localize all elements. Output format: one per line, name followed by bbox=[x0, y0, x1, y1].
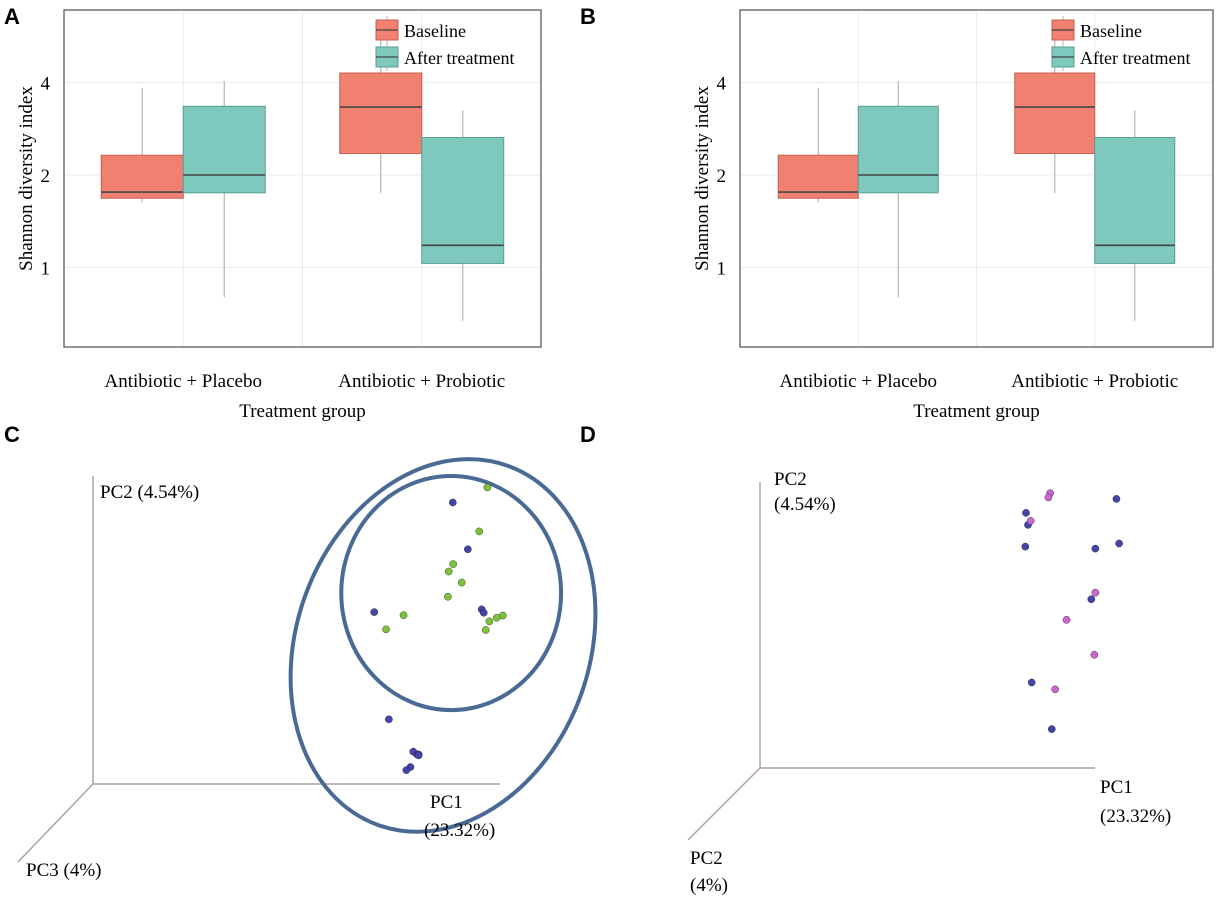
point-blue bbox=[479, 608, 488, 617]
box-baseline bbox=[339, 72, 423, 155]
pc3-axis bbox=[17, 783, 94, 863]
point-green bbox=[449, 560, 457, 568]
point-blue bbox=[414, 751, 423, 760]
pcoa-panel-d: PC2 (4.54%) PC1 (23.32%) PC2 (4%) bbox=[687, 469, 1171, 896]
point-blue bbox=[1091, 544, 1100, 553]
x-axis-title: Treatment group bbox=[239, 401, 365, 422]
box-after-treatment bbox=[857, 105, 939, 194]
legend-label: Baseline bbox=[1080, 21, 1142, 41]
point-blue bbox=[1021, 542, 1030, 551]
point-green bbox=[399, 611, 408, 620]
y-tick-label: 4 bbox=[717, 74, 727, 95]
pc2-axis-label: PC2 (4.54%) bbox=[100, 482, 199, 503]
x-tick-label: Antibiotic + Placebo bbox=[780, 371, 937, 392]
y-tick-label: 2 bbox=[41, 166, 51, 187]
point-pink bbox=[1044, 493, 1053, 502]
pcoa-panel-c: PC2 (4.54%) PC1 (23.32%) PC3 (4%) bbox=[17, 457, 598, 881]
point-green bbox=[457, 578, 466, 587]
point-blue bbox=[1087, 595, 1096, 604]
group-ellipse bbox=[288, 457, 598, 834]
y-tick-label: 1 bbox=[41, 258, 51, 279]
pc1-axis-percent: (23.32%) bbox=[424, 820, 495, 841]
x-tick-label: Antibiotic + Probiotic bbox=[338, 371, 505, 392]
y-axis-title: Shannon diversity index bbox=[692, 86, 713, 271]
legend-label: After treatment bbox=[1080, 48, 1190, 68]
point-pink bbox=[1051, 685, 1059, 694]
point-green bbox=[485, 617, 494, 626]
panel-label-a: A bbox=[4, 4, 20, 29]
x-tick-label: Antibiotic + Placebo bbox=[105, 371, 262, 392]
box-baseline bbox=[1014, 72, 1096, 155]
point-green bbox=[444, 592, 452, 601]
pc1-axis-label: PC1 bbox=[1100, 777, 1133, 798]
pc3-axis bbox=[687, 767, 761, 841]
point-green bbox=[475, 527, 484, 536]
y-tick-label: 1 bbox=[717, 258, 727, 279]
pc1-axis-label: PC1 bbox=[430, 792, 463, 813]
panel-label-c: C bbox=[4, 422, 20, 447]
point-green bbox=[444, 567, 453, 576]
point-blue bbox=[1047, 725, 1056, 733]
boxplot-panel-b: Antibiotic + Placebo Antibiotic + Probiot… bbox=[692, 9, 1214, 422]
pc2-bottom-axis-percent: (4%) bbox=[690, 875, 728, 896]
pc1-axis-percent: (23.32%) bbox=[1100, 806, 1171, 827]
panel-label-d: D bbox=[580, 422, 596, 447]
point-blue bbox=[464, 545, 472, 554]
point-green bbox=[481, 626, 490, 634]
pc2-top-axis-percent: (4.54%) bbox=[774, 494, 836, 515]
point-green bbox=[382, 625, 390, 634]
plot-frame bbox=[63, 9, 542, 348]
x-axis-title: Treatment group bbox=[913, 401, 1039, 422]
box-after-treatment bbox=[182, 105, 266, 194]
y-axis-title: Shannon diversity index bbox=[16, 86, 37, 271]
point-blue bbox=[1115, 539, 1123, 548]
box-after-treatment bbox=[1094, 137, 1176, 264]
pc2-bottom-axis-label: PC2 bbox=[690, 848, 723, 869]
point-blue bbox=[448, 498, 457, 507]
box-after-treatment bbox=[421, 137, 505, 264]
pc3-axis-label: PC3 (4%) bbox=[26, 860, 101, 881]
pc2-top-axis-label: PC2 bbox=[774, 469, 807, 490]
point-blue bbox=[1022, 509, 1030, 517]
point-pink bbox=[1091, 588, 1100, 597]
legend-label: Baseline bbox=[404, 21, 466, 41]
point-pink bbox=[1062, 616, 1071, 624]
x-tick-label: Antibiotic + Probiotic bbox=[1011, 371, 1178, 392]
point-pink bbox=[1026, 517, 1035, 525]
point-blue bbox=[1027, 678, 1036, 687]
boxplot-panel-a: Antibiotic + Placebo Antibiotic + Probiot… bbox=[16, 9, 542, 422]
group-ellipse bbox=[339, 473, 564, 713]
point-blue bbox=[1112, 495, 1121, 503]
legend-label: After treatment bbox=[404, 48, 514, 68]
point-blue bbox=[370, 608, 379, 616]
point-green bbox=[483, 483, 492, 492]
point-pink bbox=[1090, 650, 1099, 659]
point-green bbox=[492, 613, 501, 622]
panel-label-b: B bbox=[580, 4, 596, 29]
y-tick-label: 4 bbox=[41, 74, 51, 95]
plot-frame bbox=[739, 9, 1214, 348]
point-blue bbox=[402, 766, 411, 774]
y-tick-label: 2 bbox=[717, 166, 727, 187]
point-blue bbox=[385, 715, 393, 724]
